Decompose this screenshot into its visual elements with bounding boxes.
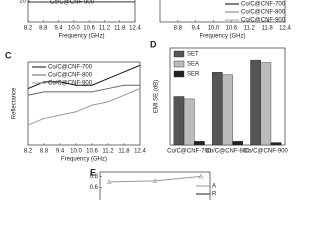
x-tick-label: 12.4 xyxy=(129,26,141,32)
plot-frame xyxy=(99,171,211,200)
x-tick-label: 11.2 xyxy=(99,26,111,32)
x-tick-label: Co/C@CNF-700 xyxy=(167,149,212,155)
x-tick-label: 11.8 xyxy=(262,26,274,32)
legend-label: Co/C@CNF-900 xyxy=(241,18,286,24)
bar xyxy=(194,141,205,146)
y-tick-label: 20 xyxy=(19,0,26,5)
legend-label: Co/C@CNF-800 xyxy=(48,73,93,79)
bar xyxy=(211,72,223,146)
marker xyxy=(198,173,204,179)
x-tick-label: 8.8 xyxy=(174,26,183,32)
x-tick-label: Co/C@CNF-900 xyxy=(244,149,289,155)
data-line xyxy=(27,88,141,126)
x-tick-label: 9.4 xyxy=(192,26,201,32)
x-tick-label: 11.2 xyxy=(244,26,256,32)
panel-label: D xyxy=(150,39,157,49)
bar xyxy=(222,74,233,146)
x-tick-label: 10.0 xyxy=(70,149,82,155)
x-tick-label: 10.6 xyxy=(83,26,95,32)
y-tick-label: 0.8 xyxy=(90,174,99,180)
bar xyxy=(260,62,272,146)
bar xyxy=(270,142,282,146)
x-tick-label: Co/C@CNF-800 xyxy=(205,149,250,155)
legend-label: SER xyxy=(187,72,200,78)
legend-label: A xyxy=(212,184,216,190)
panel-label: C xyxy=(5,50,12,60)
data-line xyxy=(109,175,201,183)
legend-swatch xyxy=(173,60,185,68)
legend-label: Co/C@CNF-800 xyxy=(241,10,286,16)
marker xyxy=(106,179,112,184)
legend-label: Co/C@CNF-700 xyxy=(48,65,93,71)
marker xyxy=(152,178,158,183)
legend-swatch xyxy=(173,70,185,78)
x-tick-label: 12.4 xyxy=(134,149,146,155)
x-tick-label: 9.4 xyxy=(56,149,65,155)
x-tick-label: 10.0 xyxy=(208,26,220,32)
x-tick-label: 10.6 xyxy=(86,149,98,155)
x-tick-label: 8.8 xyxy=(39,26,48,32)
legend-label: Co/C@CNF-900 xyxy=(48,81,93,87)
x-tick-label: 8.8 xyxy=(40,149,49,155)
legend-label: SET xyxy=(187,52,199,58)
legend-swatch xyxy=(173,50,185,58)
legend-label: Co/C@CNF-900 xyxy=(50,0,95,6)
plot-frame xyxy=(27,61,141,146)
bar xyxy=(183,98,195,146)
plot-frame xyxy=(159,0,286,23)
figure: 8.2 8.8 9.4 10.0 10.6 11.2 11.8 12.420Frequency… xyxy=(5,0,291,200)
x-tick-label: 10.6 xyxy=(226,26,238,32)
y-axis-label: Reflectance xyxy=(12,87,18,119)
x-axis-label: Frequency (GHz) xyxy=(58,34,104,40)
y-axis-label: EMI SE (dB) xyxy=(154,80,160,113)
x-tick-label: 11.2 xyxy=(102,149,114,155)
bar xyxy=(173,96,185,146)
data-line xyxy=(27,84,140,96)
data-line xyxy=(27,64,141,90)
legend-label: SEA xyxy=(187,62,199,68)
x-tick-label: 9.4 xyxy=(54,26,63,32)
bar xyxy=(232,141,244,146)
legend-label: R xyxy=(212,192,217,198)
x-axis-label: Frequency (GHz) xyxy=(61,157,107,163)
legend-label: Co/C@CNF-700 xyxy=(241,2,286,8)
x-axis-label: Frequency (GHz) xyxy=(199,34,245,40)
page: {"chart_data":[ {"type":"line","xlabel":… xyxy=(5,0,292,200)
x-tick-label: 11.8 xyxy=(118,149,130,155)
bar xyxy=(250,59,261,146)
x-tick-label: 11.8 xyxy=(114,26,126,32)
panel-label: E xyxy=(90,167,96,177)
y-tick-label: 0.6 xyxy=(90,185,99,191)
x-tick-label: 8.2 xyxy=(24,149,33,155)
x-tick-label: 8.2 xyxy=(24,26,33,32)
x-tick-label: 10.0 xyxy=(68,26,80,32)
x-tick-label: 12.4 xyxy=(279,26,291,32)
